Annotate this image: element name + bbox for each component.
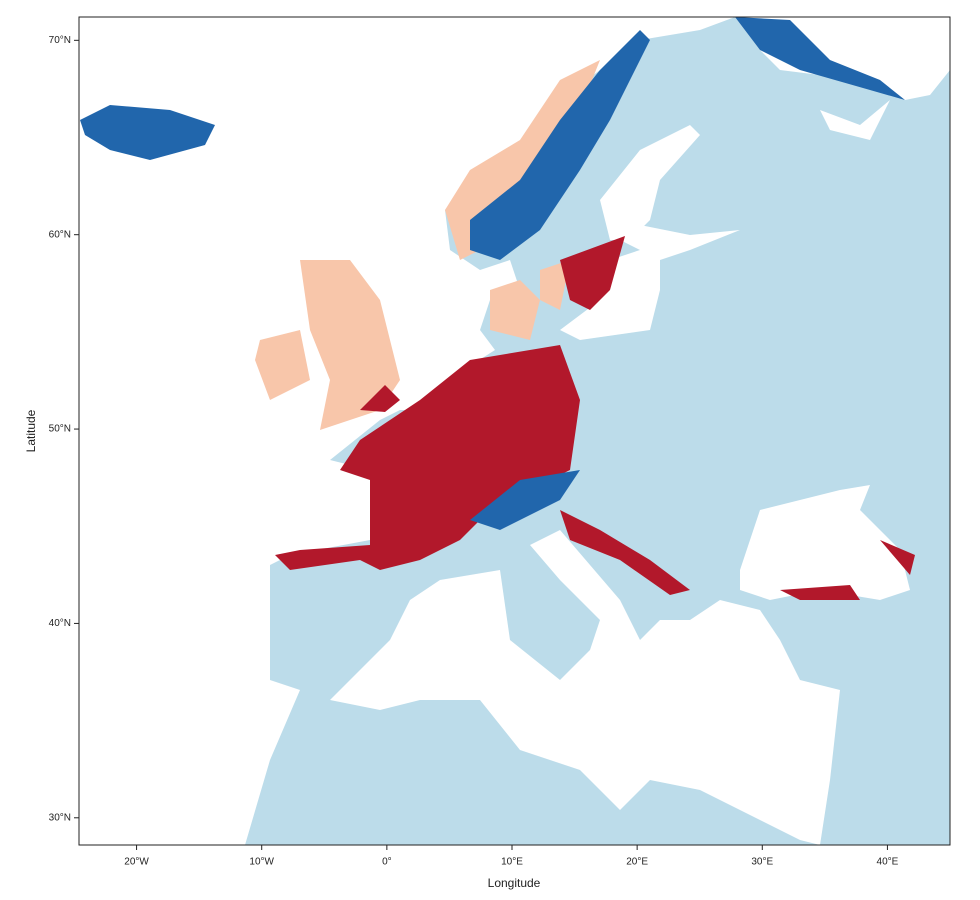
x-tick-label: 30°E — [751, 857, 773, 868]
y-tick-label: 60°N — [49, 229, 71, 240]
y-tick-label: 50°N — [49, 424, 71, 435]
south-sweden — [560, 236, 625, 310]
x-tick-label: 40°E — [877, 857, 899, 868]
alps — [470, 470, 580, 530]
denmark — [490, 260, 570, 340]
iceland — [80, 105, 215, 160]
south-england — [360, 385, 400, 412]
plot-frame — [78, 16, 951, 846]
x-tick-label: 10°E — [501, 857, 523, 868]
y-tick-label: 30°N — [49, 812, 71, 823]
atlantic-sea — [79, 17, 735, 845]
map-layer — [79, 17, 950, 845]
y-tick-label: 40°N — [49, 618, 71, 629]
x-tick-label: 0° — [382, 857, 392, 868]
x-tick-label: 20°W — [124, 857, 149, 868]
x-tick-label: 10°W — [249, 857, 274, 868]
y-axis-title: Latitude — [24, 409, 38, 452]
x-axis-title: Longitude — [488, 876, 541, 890]
britain — [300, 260, 400, 430]
x-tick-label: 20°E — [626, 857, 648, 868]
black-sea — [740, 485, 910, 600]
y-tick-label: 70°N — [49, 35, 71, 46]
ireland — [255, 330, 310, 400]
balkans — [560, 510, 915, 600]
central-europe — [275, 345, 580, 570]
mediterranean-sea — [330, 530, 840, 845]
norway-inland — [470, 30, 650, 260]
russia-north — [735, 17, 905, 100]
